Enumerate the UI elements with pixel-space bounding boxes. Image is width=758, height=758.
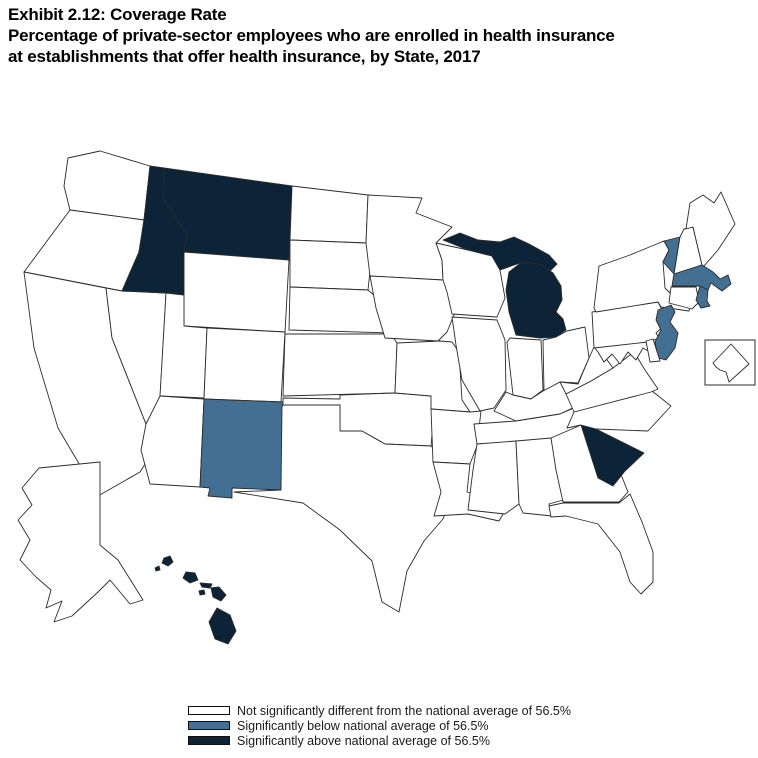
state-IN [506,337,544,400]
state-VT [662,236,681,275]
legend-item-above: Significantly above national average of … [188,733,571,748]
legend-label-above: Significantly above national average of … [237,733,490,748]
state-MN [365,194,453,281]
legend-label-below: Significantly below national average of … [237,718,489,733]
state-MS [467,440,520,515]
title-line-1: Exhibit 2.12: Coverage Rate [8,5,227,24]
state-HI [198,589,206,596]
state-FL [548,493,654,595]
state-IL [451,316,507,412]
legend-item-not-different: Not significantly different from the nat… [188,703,571,718]
title-line-3: at establishments that offer health insu… [8,47,481,67]
state-HI [161,555,174,567]
state-CT [668,286,700,310]
state-ME [685,191,736,267]
state-HI [182,571,199,584]
state-NC [566,390,672,432]
state-KS [282,333,398,397]
legend-label-not-different: Not significantly different from the nat… [237,703,571,718]
state-WY [183,251,290,333]
state-WA [63,150,151,221]
state-DC [712,343,750,383]
legend: Not significantly different from the nat… [188,703,571,748]
exhibit-title: Exhibit 2.12: Coverage Rate Percentage o… [8,4,748,67]
state-IA [369,275,457,342]
state-NY [593,240,692,313]
state-NM [199,398,285,499]
state-HI [210,586,227,602]
legend-swatch-above-icon [188,736,230,745]
state-HI [208,607,237,645]
state-CO [203,327,286,403]
state-MI [505,261,567,339]
legend-item-below: Significantly below national average of … [188,718,571,733]
state-AK [17,461,144,623]
state-HI [154,565,161,572]
state-RI [695,285,711,309]
state-ND [289,185,369,244]
legend-swatch-below-icon [188,721,230,730]
legend-swatch-not-different-icon [188,706,230,715]
state-AR [430,408,482,465]
state-SD [289,239,373,291]
state-DE [645,338,661,363]
title-line-2: Percentage of private-sector employees w… [8,26,615,46]
state-TX [233,404,452,613]
state-MI [442,232,558,272]
state-HI [199,582,213,589]
state-MO [394,340,471,413]
state-NJ [654,304,679,361]
